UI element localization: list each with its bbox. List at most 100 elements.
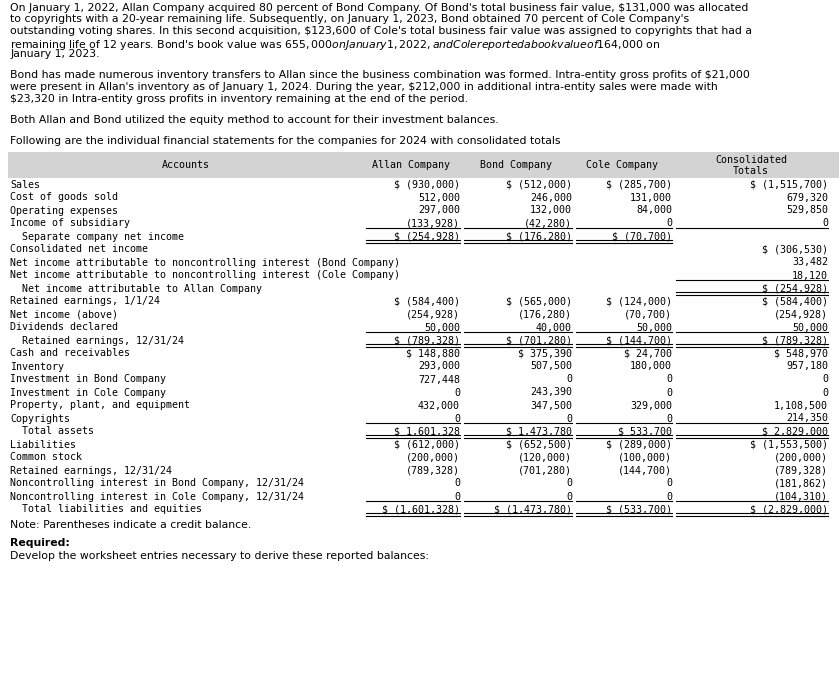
Text: 0: 0 <box>666 374 672 385</box>
Text: On January 1, 2022, Allan Company acquired 80 percent of Bond Company. Of Bond's: On January 1, 2022, Allan Company acquir… <box>10 3 748 13</box>
Text: 243,390: 243,390 <box>530 387 572 398</box>
Text: $ (1,553,500): $ (1,553,500) <box>750 439 828 450</box>
Text: $ (930,000): $ (930,000) <box>394 179 460 189</box>
Text: 0: 0 <box>454 414 460 423</box>
Text: $ (144,700): $ (144,700) <box>606 335 672 346</box>
Text: (701,280): (701,280) <box>518 466 572 475</box>
Text: Retained earnings, 12/31/24: Retained earnings, 12/31/24 <box>10 466 172 475</box>
Text: $ (565,000): $ (565,000) <box>506 297 572 306</box>
Text: Liabilities: Liabilities <box>10 439 76 450</box>
Text: 0: 0 <box>822 387 828 398</box>
Text: (200,000): (200,000) <box>406 453 460 462</box>
Text: $ (612,000): $ (612,000) <box>394 439 460 450</box>
Text: Net income attributable to Allan Company: Net income attributable to Allan Company <box>10 283 262 294</box>
Text: $ 148,880: $ 148,880 <box>406 349 460 358</box>
Text: $ (2,829,000): $ (2,829,000) <box>750 505 828 514</box>
Text: 0: 0 <box>666 414 672 423</box>
Text: Net income attributable to noncontrolling interest (Bond Company): Net income attributable to noncontrollin… <box>10 258 400 267</box>
Text: $23,320 in Intra-entity gross profits in inventory remaining at the end of the p: $23,320 in Intra-entity gross profits in… <box>10 94 468 103</box>
Text: 50,000: 50,000 <box>424 322 460 333</box>
Text: $ (512,000): $ (512,000) <box>506 179 572 189</box>
Text: Accounts: Accounts <box>162 160 210 170</box>
Text: $ (1,515,700): $ (1,515,700) <box>750 179 828 189</box>
Text: $ (584,400): $ (584,400) <box>762 297 828 306</box>
Text: Net income (above): Net income (above) <box>10 310 118 319</box>
Text: Operating expenses: Operating expenses <box>10 206 118 216</box>
Text: $ 548,970: $ 548,970 <box>774 349 828 358</box>
Text: (254,928): (254,928) <box>406 310 460 319</box>
Text: $ 375,390: $ 375,390 <box>518 349 572 358</box>
Text: Consolidated net income: Consolidated net income <box>10 245 148 254</box>
Text: (133,928): (133,928) <box>406 218 460 229</box>
Text: 297,000: 297,000 <box>418 206 460 216</box>
Text: (70,700): (70,700) <box>624 310 672 319</box>
Text: outstanding voting shares. In this second acquisition, $123,600 of Cole's total : outstanding voting shares. In this secon… <box>10 26 752 36</box>
Text: 329,000: 329,000 <box>630 401 672 410</box>
Text: 214,350: 214,350 <box>786 414 828 423</box>
Text: $ (584,400): $ (584,400) <box>394 297 460 306</box>
Text: 246,000: 246,000 <box>530 193 572 202</box>
Text: (789,328): (789,328) <box>774 466 828 475</box>
Text: 347,500: 347,500 <box>530 401 572 410</box>
Text: Note: Parentheses indicate a credit balance.: Note: Parentheses indicate a credit bala… <box>10 520 251 530</box>
Text: Net income attributable to noncontrolling interest (Cole Company): Net income attributable to noncontrollin… <box>10 270 400 281</box>
Text: 727,448: 727,448 <box>418 374 460 385</box>
Text: Retained earnings, 1/1/24: Retained earnings, 1/1/24 <box>10 297 160 306</box>
Text: $ 2,829,000: $ 2,829,000 <box>762 426 828 437</box>
Text: Following are the individual financial statements for the companies for 2024 wit: Following are the individual financial s… <box>10 137 560 146</box>
Text: $ (289,000): $ (289,000) <box>606 439 672 450</box>
Text: $ (124,000): $ (124,000) <box>606 297 672 306</box>
Text: $ (701,280): $ (701,280) <box>506 335 572 346</box>
Text: (254,928): (254,928) <box>774 310 828 319</box>
Text: $ (176,280): $ (176,280) <box>506 231 572 241</box>
Text: 132,000: 132,000 <box>530 206 572 216</box>
Text: $ (285,700): $ (285,700) <box>606 179 672 189</box>
Text: 0: 0 <box>454 478 460 489</box>
Text: 679,320: 679,320 <box>786 193 828 202</box>
Text: Property, plant, and equipment: Property, plant, and equipment <box>10 401 190 410</box>
Text: to copyrights with a 20-year remaining life. Subsequently, on January 1, 2023, B: to copyrights with a 20-year remaining l… <box>10 15 689 24</box>
Text: 18,120: 18,120 <box>792 270 828 281</box>
Text: 131,000: 131,000 <box>630 193 672 202</box>
Text: Noncontrolling interest in Bond Company, 12/31/24: Noncontrolling interest in Bond Company,… <box>10 478 304 489</box>
Text: 0: 0 <box>666 478 672 489</box>
Text: $ (254,928): $ (254,928) <box>762 283 828 294</box>
Text: 0: 0 <box>666 218 672 229</box>
Text: were present in Allan's inventory as of January 1, 2024. During the year, $212,0: were present in Allan's inventory as of … <box>10 82 717 92</box>
Text: Totals: Totals <box>733 166 769 176</box>
Text: (200,000): (200,000) <box>774 453 828 462</box>
Text: Retained earnings, 12/31/24: Retained earnings, 12/31/24 <box>10 335 184 346</box>
Bar <box>8 152 839 178</box>
Text: Dividends declared: Dividends declared <box>10 322 118 333</box>
Text: (104,310): (104,310) <box>774 491 828 502</box>
Text: 0: 0 <box>454 491 460 502</box>
Text: (144,700): (144,700) <box>618 466 672 475</box>
Text: 0: 0 <box>666 387 672 398</box>
Text: remaining life of 12 years. Bond's book value was $655,000 on January 1, 2022, a: remaining life of 12 years. Bond's book … <box>10 37 660 51</box>
Text: 50,000: 50,000 <box>636 322 672 333</box>
Text: Noncontrolling interest in Cole Company, 12/31/24: Noncontrolling interest in Cole Company,… <box>10 491 304 502</box>
Text: 0: 0 <box>822 218 828 229</box>
Text: $ (789,328): $ (789,328) <box>762 335 828 346</box>
Text: 0: 0 <box>566 414 572 423</box>
Text: Required:: Required: <box>10 538 70 548</box>
Text: Income of subsidiary: Income of subsidiary <box>10 218 130 229</box>
Text: Investment in Cole Company: Investment in Cole Company <box>10 387 166 398</box>
Text: 180,000: 180,000 <box>630 362 672 371</box>
Text: Sales: Sales <box>10 179 40 189</box>
Text: Total assets: Total assets <box>10 426 94 437</box>
Text: (789,328): (789,328) <box>406 466 460 475</box>
Text: Consolidated: Consolidated <box>715 155 787 165</box>
Text: Total liabilities and equities: Total liabilities and equities <box>10 505 202 514</box>
Text: Cash and receivables: Cash and receivables <box>10 349 130 358</box>
Text: $ (789,328): $ (789,328) <box>394 335 460 346</box>
Text: (42,280): (42,280) <box>524 218 572 229</box>
Text: 40,000: 40,000 <box>536 322 572 333</box>
Text: 0: 0 <box>566 478 572 489</box>
Text: $ 24,700: $ 24,700 <box>624 349 672 358</box>
Text: $ 1,473,780: $ 1,473,780 <box>506 426 572 437</box>
Text: Copyrights: Copyrights <box>10 414 70 423</box>
Text: Bond has made numerous inventory transfers to Allan since the business combinati: Bond has made numerous inventory transfe… <box>10 71 750 80</box>
Text: Develop the worksheet entries necessary to derive these reported balances:: Develop the worksheet entries necessary … <box>10 551 429 561</box>
Text: Cole Company: Cole Company <box>586 160 658 170</box>
